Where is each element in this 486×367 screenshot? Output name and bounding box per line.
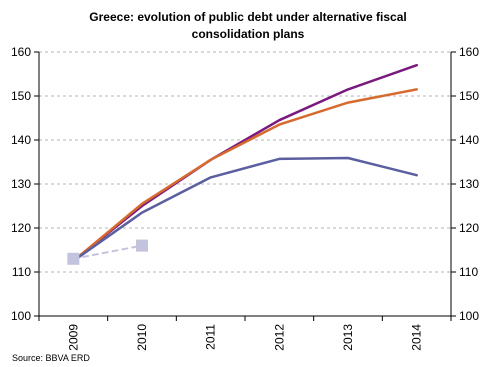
x-tick-label: 2010 xyxy=(135,324,149,351)
y-tick-label-left: 150 xyxy=(11,89,31,103)
series-line-2 xyxy=(72,88,418,263)
y-tick-label-left: 140 xyxy=(11,133,31,147)
y-tick-label-right: 160 xyxy=(459,45,479,59)
x-tick-label: 2011 xyxy=(204,324,218,350)
y-tick-label-right: 120 xyxy=(459,221,479,235)
series-4-marker xyxy=(67,252,80,265)
y-tick-label-left: 100 xyxy=(11,309,31,323)
y-tick-label-left: 110 xyxy=(12,265,31,279)
y-tick-label-left: 120 xyxy=(11,221,31,235)
y-tick-label-right: 150 xyxy=(459,89,479,103)
series-lines xyxy=(67,63,418,265)
y-tick-label-right: 140 xyxy=(459,133,479,147)
source-note: Source: BBVA ERD xyxy=(12,353,90,363)
axes xyxy=(34,51,456,321)
series-4-marker xyxy=(136,239,148,252)
x-tick-label: 2009 xyxy=(66,324,80,351)
tick-labels: 100 100 110 110 120 120 130 130 140 140 150 150 160 1… xyxy=(11,45,479,351)
x-tick-label: 2012 xyxy=(272,324,286,351)
x-tick-label: 2013 xyxy=(341,324,355,351)
y-tick-label-right: 100 xyxy=(459,309,479,323)
chart-title-line-2: consolidation plans xyxy=(192,27,305,41)
y-tick-label-right: 110 xyxy=(459,265,478,279)
y-tick-label-right: 130 xyxy=(459,177,479,191)
series-line-4 xyxy=(72,244,143,260)
chart-title-line-1: Greece: evolution of public debt under a… xyxy=(89,10,406,24)
gridlines xyxy=(39,51,451,273)
series-line-3 xyxy=(72,156,418,263)
y-tick-label-left: 160 xyxy=(11,45,31,59)
y-tick-label-left: 130 xyxy=(11,177,31,191)
series-line-1 xyxy=(72,63,418,263)
x-tick-label: 2014 xyxy=(410,324,424,351)
